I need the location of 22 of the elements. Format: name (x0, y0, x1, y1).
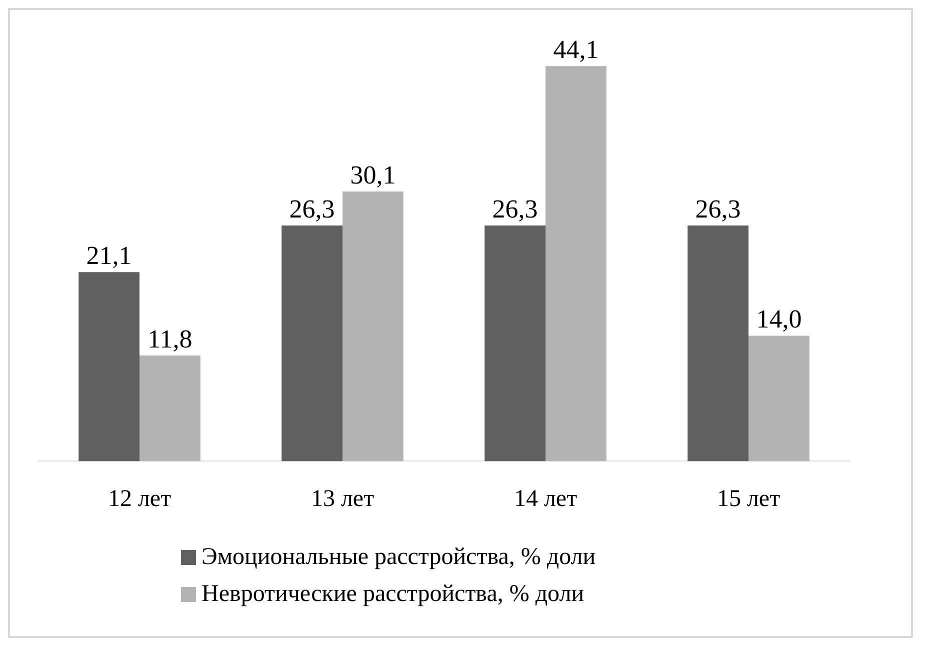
data-label: 26,3 (695, 194, 741, 224)
bar (484, 226, 546, 462)
bar (546, 66, 606, 462)
bar (282, 226, 342, 462)
bar (748, 336, 810, 462)
data-label: 26,3 (492, 194, 538, 224)
legend-label: Невротические расстройства, % доли (202, 581, 584, 608)
legend-label: Эмоциональные расстройства, % доли (202, 544, 596, 571)
x-tick-label: 12 лет (108, 486, 172, 512)
data-label: 14,0 (756, 304, 802, 334)
bar (78, 272, 140, 462)
data-label: 26,3 (289, 194, 335, 224)
bar (688, 226, 748, 462)
x-tick-label: 13 лет (310, 486, 375, 512)
data-label: 44,1 (553, 34, 599, 64)
bar (140, 355, 200, 462)
bar (342, 192, 404, 462)
x-tick-label: 15 лет (716, 486, 781, 512)
x-tick-label: 14 лет (514, 486, 578, 512)
data-label: 21,1 (86, 240, 132, 270)
data-label: 11,8 (148, 324, 192, 354)
data-label: 30,1 (350, 160, 396, 190)
